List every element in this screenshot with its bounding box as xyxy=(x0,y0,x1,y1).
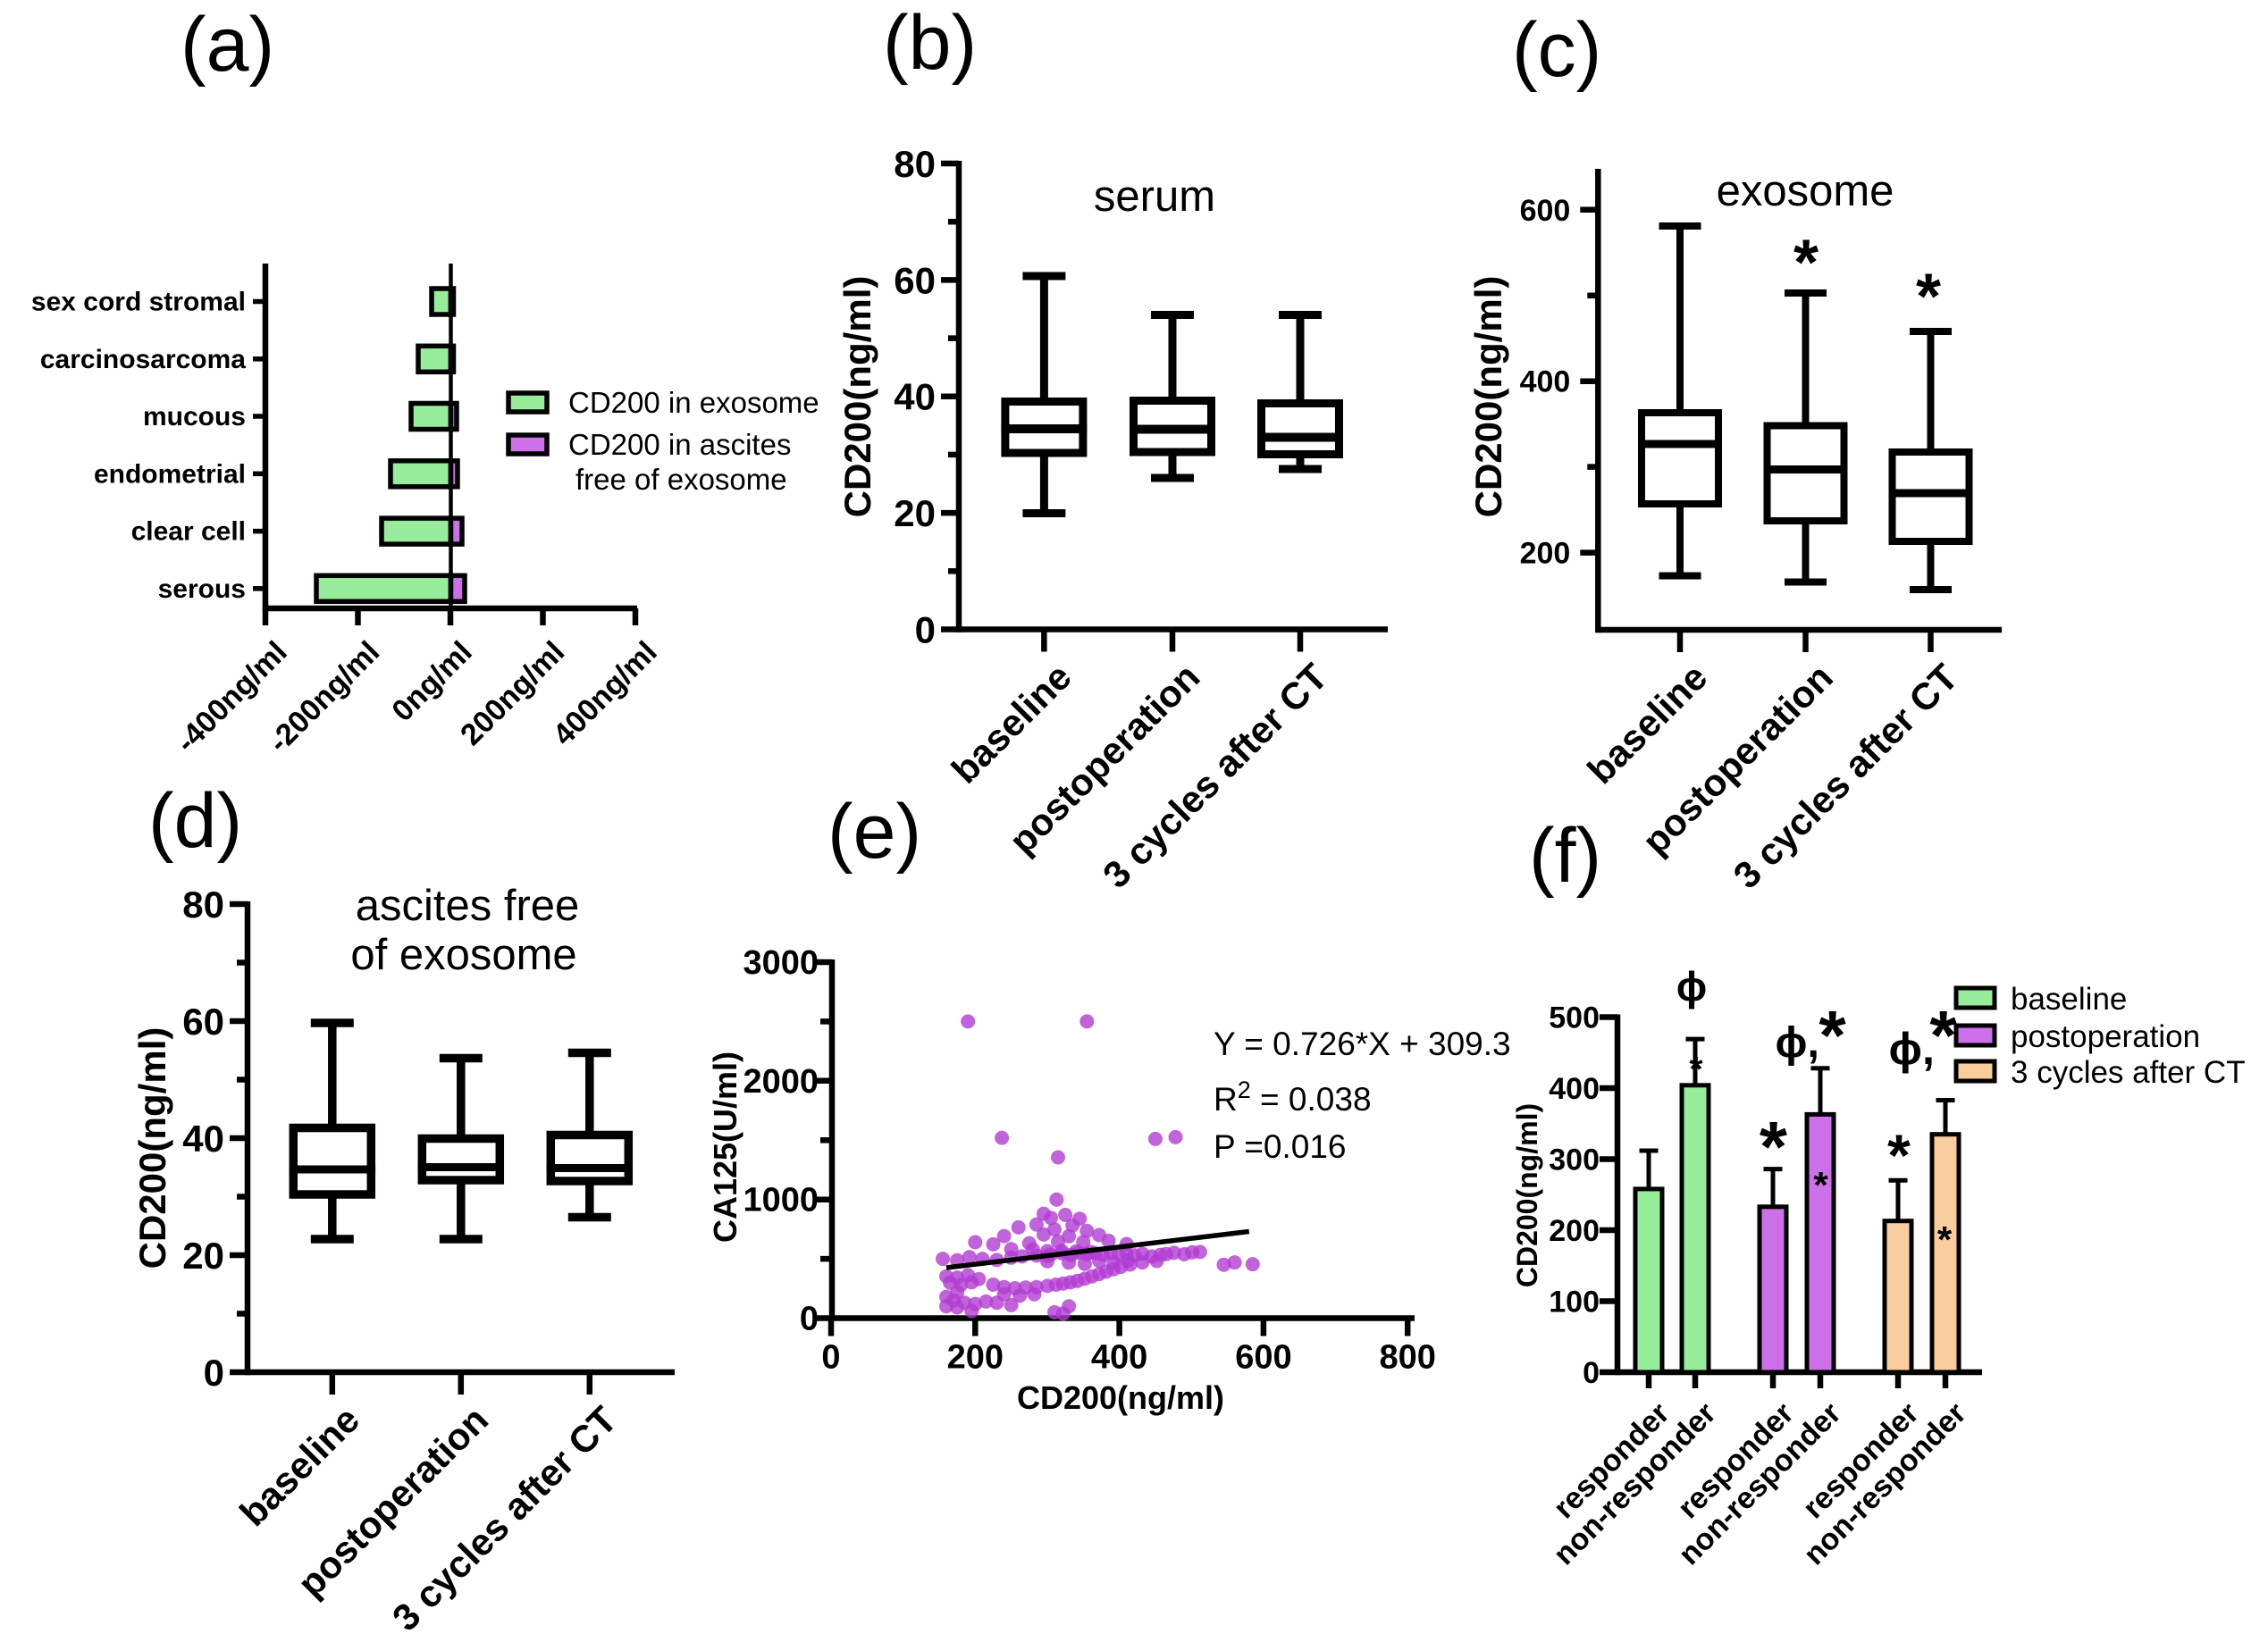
svg-text:100: 100 xyxy=(1549,1286,1600,1319)
svg-text:200: 200 xyxy=(1520,537,1571,571)
svg-text:0: 0 xyxy=(1583,1356,1600,1390)
svg-text:200: 200 xyxy=(947,1339,1004,1377)
svg-text:300: 300 xyxy=(1549,1144,1600,1177)
svg-text:*: * xyxy=(1929,995,1957,1074)
svg-text:1000: 1000 xyxy=(743,1182,819,1219)
svg-text:0: 0 xyxy=(821,1339,840,1377)
svg-text:20: 20 xyxy=(894,492,936,534)
svg-text:(f): (f) xyxy=(1529,813,1601,899)
svg-text:80: 80 xyxy=(182,884,224,926)
svg-text:20: 20 xyxy=(182,1235,224,1277)
svg-text:CD200(ng/ml): CD200(ng/ml) xyxy=(1467,276,1509,518)
svg-text:3000: 3000 xyxy=(743,944,819,982)
svg-text:*: * xyxy=(1793,228,1819,299)
svg-text:600: 600 xyxy=(1235,1339,1291,1377)
svg-text:sex cord stromal: sex cord stromal xyxy=(31,288,246,317)
svg-text:CA125(U/ml): CA125(U/ml) xyxy=(707,1051,743,1243)
svg-text:*: * xyxy=(1916,262,1941,333)
svg-text:ϕ,: ϕ, xyxy=(1776,1019,1819,1067)
svg-text:60: 60 xyxy=(894,259,936,301)
svg-text:*: * xyxy=(1819,996,1846,1075)
svg-text:400: 400 xyxy=(1549,1072,1600,1106)
svg-text:(c): (c) xyxy=(1512,7,1601,93)
svg-text:exosome: exosome xyxy=(1717,167,1894,215)
svg-text:40: 40 xyxy=(894,376,936,418)
svg-text:80: 80 xyxy=(894,143,936,185)
svg-text:(e): (e) xyxy=(827,789,921,875)
svg-text:CD200(ng/ml): CD200(ng/ml) xyxy=(836,276,878,518)
svg-text:40: 40 xyxy=(182,1118,224,1160)
svg-text:mucous: mucous xyxy=(143,402,246,431)
svg-text:*: * xyxy=(1937,1219,1953,1261)
svg-text:0: 0 xyxy=(204,1352,224,1394)
svg-text:(b): (b) xyxy=(883,0,977,86)
svg-text:CD200 in ascites: CD200 in ascites xyxy=(568,428,791,461)
svg-text:baseline: baseline xyxy=(2011,982,2127,1017)
svg-text:serous: serous xyxy=(158,574,246,604)
svg-text:ascites free: ascites free xyxy=(356,882,580,930)
svg-text:2000: 2000 xyxy=(743,1063,819,1101)
svg-text:0: 0 xyxy=(915,609,936,651)
svg-text:CD200(ng/ml): CD200(ng/ml) xyxy=(131,1027,173,1269)
svg-text:postoperation: postoperation xyxy=(2011,1019,2200,1054)
svg-text:400: 400 xyxy=(1520,365,1571,399)
svg-text:clear cell: clear cell xyxy=(131,517,246,547)
svg-text:800: 800 xyxy=(1379,1339,1435,1377)
svg-text:P =0.016: P =0.016 xyxy=(1214,1128,1347,1165)
svg-text:*: * xyxy=(1760,1107,1788,1186)
svg-text:500: 500 xyxy=(1549,1001,1600,1035)
svg-text:Y = 0.726*X + 309.3: Y = 0.726*X + 309.3 xyxy=(1214,1026,1511,1062)
svg-text:600: 600 xyxy=(1520,194,1571,228)
svg-text:0: 0 xyxy=(800,1301,819,1338)
svg-text:endometrial: endometrial xyxy=(94,459,246,489)
svg-text:CD200(ng/ml): CD200(ng/ml) xyxy=(1017,1379,1224,1416)
svg-text:R2 = 0.038: R2 = 0.038 xyxy=(1214,1077,1372,1118)
svg-text:3 cycles after CT: 3 cycles after CT xyxy=(2011,1055,2246,1090)
svg-text:ϕ: ϕ xyxy=(1676,963,1707,1009)
svg-text:carcinosarcoma: carcinosarcoma xyxy=(40,345,246,374)
svg-text:*: * xyxy=(1813,1164,1828,1206)
svg-text:60: 60 xyxy=(182,1001,224,1043)
svg-text:free of exosome: free of exosome xyxy=(575,463,787,496)
svg-text:(d): (d) xyxy=(148,778,242,864)
svg-text:*: * xyxy=(1689,1051,1703,1089)
svg-text:serum: serum xyxy=(1094,172,1215,221)
svg-text:CD200 in exosome: CD200 in exosome xyxy=(568,386,819,419)
svg-text:*: * xyxy=(1887,1122,1911,1188)
svg-text:of exosome: of exosome xyxy=(350,931,576,979)
svg-text:200: 200 xyxy=(1549,1214,1600,1248)
svg-text:CD200(ng/ml): CD200(ng/ml) xyxy=(1511,1103,1543,1287)
svg-text:ϕ,: ϕ, xyxy=(1889,1024,1935,1074)
svg-text:(a): (a) xyxy=(181,2,274,88)
svg-text:400: 400 xyxy=(1091,1339,1147,1377)
